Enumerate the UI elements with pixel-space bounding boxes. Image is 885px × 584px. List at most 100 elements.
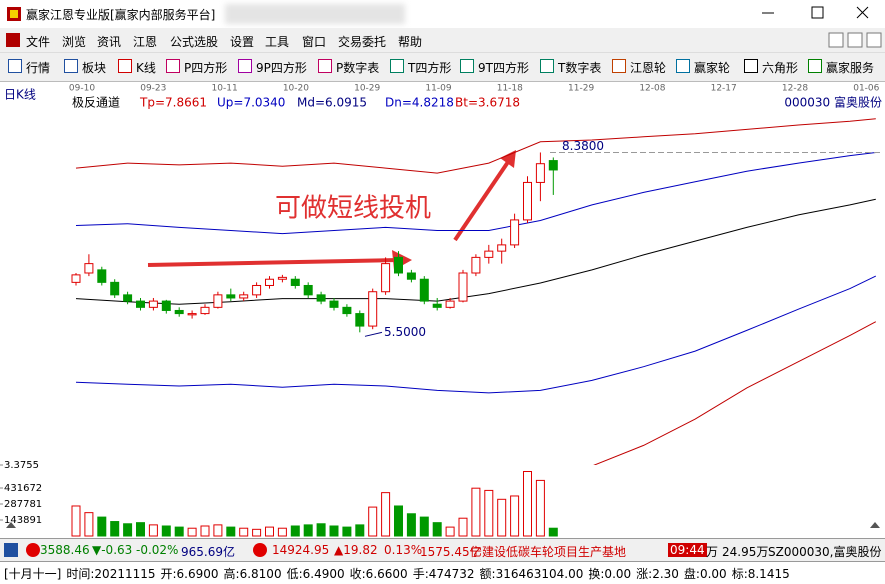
- date-label: 11-09: [425, 84, 451, 94]
- date-label: 09-10: [69, 84, 95, 94]
- annotation: 可做短线投机: [275, 194, 431, 224]
- toolbar-icon: [540, 59, 554, 73]
- volume-bar: [458, 517, 468, 537]
- candle-body: [329, 300, 339, 308]
- info-item: 时间:20211115: [66, 566, 156, 581]
- toolbar-button[interactable]: 板块: [82, 61, 107, 75]
- toolbar-button[interactable]: 赢家服务: [826, 61, 875, 75]
- info-item: 低:6.4900: [286, 566, 345, 581]
- toolbar-button[interactable]: 行情: [26, 61, 51, 75]
- menu-item[interactable]: 江恩: [133, 35, 158, 49]
- arrow: [453, 150, 516, 242]
- info-item: 标:8.1415: [731, 566, 790, 581]
- menu-item[interactable]: 文件: [26, 35, 51, 49]
- menu-item[interactable]: 公式选股: [170, 35, 219, 49]
- volume-bar: [110, 521, 120, 537]
- status-item: 965.69亿: [181, 545, 235, 559]
- candle-body: [110, 281, 120, 296]
- menu-item[interactable]: 资讯: [97, 35, 122, 49]
- volume-bar: [84, 512, 94, 537]
- indicator-param: Up=7.0340: [217, 96, 285, 110]
- status-icons: [4, 543, 40, 557]
- menu-bar: 文件 浏览 资讯 江恩 公式选股 设置 工具 窗口 交易委托 帮助: [0, 28, 885, 53]
- date-label: 12-17: [711, 84, 737, 94]
- close-button[interactable]: [856, 6, 869, 19]
- mdi-minimize[interactable]: [828, 32, 844, 48]
- volume-bar: [497, 498, 507, 537]
- volume-bar: [484, 489, 494, 537]
- volume-bar: [316, 523, 326, 537]
- toolbar-button[interactable]: 六角形: [762, 61, 799, 75]
- menu-item[interactable]: 工具: [265, 35, 290, 49]
- date-label: 12-08: [639, 84, 665, 94]
- volume-bar: [136, 522, 145, 537]
- toolbar-button[interactable]: 赢家轮: [694, 61, 731, 75]
- candle-body: [510, 219, 520, 246]
- date-label: 01-06: [853, 84, 879, 94]
- status-item: ▼-0.63: [92, 543, 133, 557]
- candle-body: [123, 294, 133, 302]
- candle-body: [381, 263, 391, 293]
- status-item: 14924.95: [272, 543, 330, 557]
- toolbar-button[interactable]: T数字表: [558, 61, 602, 75]
- volume-bar: [406, 513, 416, 537]
- candle-body: [406, 272, 416, 280]
- info-item: 换:0.00: [588, 566, 632, 581]
- menu-item[interactable]: 交易委托: [338, 35, 387, 49]
- toolbar-button[interactable]: T四方形: [408, 61, 452, 75]
- candle-body: [252, 284, 262, 296]
- candle-body: [265, 278, 274, 286]
- info-item: 额:316463104.00: [479, 566, 584, 581]
- stock-name: 000030 富奥股份: [784, 95, 882, 110]
- volume-bar: [265, 526, 274, 537]
- price-label: 8.3800: [562, 139, 604, 153]
- menu-item[interactable]: 设置: [230, 35, 255, 49]
- maximize-button[interactable]: [811, 6, 824, 19]
- toolbar-button[interactable]: P四方形: [184, 61, 228, 75]
- volume-bar: [252, 528, 262, 537]
- toolbar-icon: [118, 59, 132, 73]
- status-item: ▲19.82: [334, 543, 378, 557]
- toolbar-button[interactable]: P数字表: [336, 61, 380, 75]
- toolbar-button[interactable]: K线: [136, 61, 156, 75]
- volume-bar: [97, 516, 107, 537]
- menu-item[interactable]: 帮助: [398, 35, 423, 49]
- candle-body: [316, 294, 326, 302]
- candle-body: [161, 300, 171, 311]
- status-item: SZ000030,富奥股份: [768, 545, 882, 559]
- y-tick-label: 3.3755: [4, 460, 39, 471]
- menu-item[interactable]: 浏览: [62, 35, 87, 49]
- mdi-close[interactable]: [866, 32, 882, 48]
- candle-body: [97, 269, 107, 283]
- candle-body: [200, 306, 210, 315]
- candle-body: [213, 294, 223, 308]
- status-item: 3588.46: [40, 543, 90, 557]
- volume-tick-label: 287781: [4, 499, 42, 510]
- volume-tick-label: 431672: [4, 483, 42, 494]
- candle-body: [471, 256, 481, 274]
- candle-body: [226, 294, 236, 299]
- status-item: 09:44: [668, 543, 707, 557]
- candle-body: [303, 284, 313, 296]
- volume-bar: [355, 524, 365, 537]
- toolbar-icon: [744, 59, 758, 73]
- channel-line: [75, 275, 877, 394]
- volume-bar: [523, 471, 532, 537]
- price-label: 5.5000: [384, 325, 426, 339]
- toolbar-button[interactable]: 江恩轮: [630, 61, 667, 75]
- mdi-restore[interactable]: [847, 32, 863, 48]
- toolbar-button[interactable]: 9T四方形: [478, 61, 529, 75]
- toolbar-icon: [676, 59, 690, 73]
- price-level-line: [364, 331, 383, 337]
- volume-bar: [445, 526, 455, 537]
- toolbar-icon: [238, 59, 252, 73]
- chart: 日K线 极反通道 000030 富奥股份 可做短线投机 09-10 09-23 10…: [0, 84, 882, 537]
- volume-bar: [381, 492, 391, 537]
- channel-line: [75, 118, 876, 174]
- menu-item[interactable]: 窗口: [302, 35, 327, 49]
- candle-body: [355, 313, 365, 327]
- toolbar-button[interactable]: 9P四方形: [256, 61, 307, 75]
- volume-bar: [277, 527, 287, 537]
- candle-body: [523, 181, 532, 221]
- volume-bar: [71, 505, 81, 537]
